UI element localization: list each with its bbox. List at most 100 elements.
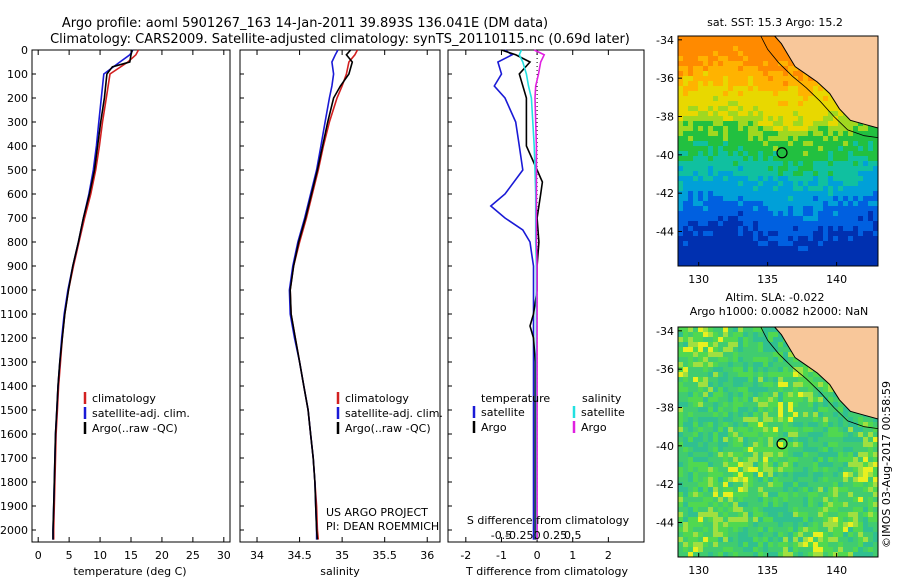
map-cell bbox=[728, 76, 733, 81]
map-cell bbox=[763, 241, 768, 246]
map-cell bbox=[698, 231, 703, 236]
map-cell bbox=[688, 206, 693, 211]
map-cell bbox=[738, 507, 743, 512]
map-cell bbox=[808, 502, 813, 507]
map-cell bbox=[678, 116, 683, 121]
map-cell bbox=[688, 191, 693, 196]
map-cell bbox=[743, 412, 748, 417]
map-cell bbox=[848, 216, 853, 221]
map-cell bbox=[783, 532, 788, 537]
map-cell bbox=[723, 517, 728, 522]
sst-map-frame bbox=[677, 35, 879, 267]
map-cell bbox=[803, 552, 808, 557]
map-cell bbox=[718, 462, 723, 467]
map-cell bbox=[788, 537, 793, 542]
map-cell bbox=[808, 161, 813, 166]
map-cell bbox=[718, 407, 723, 412]
map-cell bbox=[693, 487, 698, 492]
map-cell bbox=[698, 397, 703, 402]
map-cell bbox=[788, 402, 793, 407]
map-cell bbox=[748, 86, 753, 91]
map-cell bbox=[818, 126, 823, 131]
map-cell bbox=[843, 502, 848, 507]
map-cell bbox=[773, 502, 778, 507]
map-cell bbox=[788, 106, 793, 111]
map-cell bbox=[858, 547, 863, 552]
map-cell bbox=[728, 201, 733, 206]
map-cell bbox=[863, 552, 868, 557]
map-cell bbox=[843, 437, 848, 442]
map-cell bbox=[828, 136, 833, 141]
map-cell bbox=[843, 417, 848, 422]
map-cell bbox=[848, 522, 853, 527]
map-cell bbox=[753, 241, 758, 246]
map-cell bbox=[713, 327, 718, 332]
map-cell bbox=[788, 156, 793, 161]
map-cell bbox=[863, 141, 868, 146]
map-cell bbox=[783, 131, 788, 136]
map-cell bbox=[698, 492, 703, 497]
map-cell bbox=[713, 482, 718, 487]
map-cell bbox=[863, 166, 868, 171]
series-line-argo-raw-qc- bbox=[289, 49, 354, 540]
map-cell bbox=[683, 91, 688, 96]
map-cell bbox=[768, 377, 773, 382]
map-cell bbox=[838, 181, 843, 186]
map-cell bbox=[813, 387, 818, 392]
map-cell bbox=[688, 81, 693, 86]
x-tick-label: 34 bbox=[250, 549, 264, 562]
map-cell bbox=[703, 397, 708, 402]
map-cell bbox=[678, 417, 683, 422]
map-cell bbox=[723, 462, 728, 467]
map-cell bbox=[703, 176, 708, 181]
map-cell bbox=[733, 121, 738, 126]
map-cell bbox=[843, 537, 848, 542]
map-cell bbox=[818, 412, 823, 417]
map-cell bbox=[713, 527, 718, 532]
map-cell bbox=[743, 61, 748, 66]
map-cell bbox=[828, 256, 833, 261]
map-cell bbox=[708, 46, 713, 51]
map-cell bbox=[743, 457, 748, 462]
map-cell bbox=[688, 522, 693, 527]
map-cell bbox=[758, 106, 763, 111]
map-cell bbox=[713, 442, 718, 447]
map-cell bbox=[838, 532, 843, 537]
map-cell bbox=[703, 261, 708, 266]
map-cell bbox=[693, 231, 698, 236]
map-cell bbox=[788, 542, 793, 547]
map-cell bbox=[758, 442, 763, 447]
map-cell bbox=[833, 166, 838, 171]
map-cell bbox=[758, 146, 763, 151]
map-cell bbox=[678, 477, 683, 482]
map-cell bbox=[803, 477, 808, 482]
map-cell bbox=[838, 507, 843, 512]
map-cell bbox=[688, 126, 693, 131]
map-cell bbox=[803, 442, 808, 447]
map-cell bbox=[718, 161, 723, 166]
map-cell bbox=[833, 552, 838, 557]
map-cell bbox=[713, 61, 718, 66]
map-cell bbox=[688, 96, 693, 101]
map-cell bbox=[713, 447, 718, 452]
map-cell bbox=[728, 191, 733, 196]
map-cell bbox=[873, 191, 878, 196]
map-cell bbox=[743, 256, 748, 261]
map-cell bbox=[838, 111, 843, 116]
map-cell bbox=[698, 417, 703, 422]
map-cell bbox=[793, 497, 798, 502]
map-cell bbox=[833, 181, 838, 186]
map-cell bbox=[773, 196, 778, 201]
map-cell bbox=[688, 56, 693, 61]
map-cell bbox=[783, 221, 788, 226]
map-cell bbox=[698, 166, 703, 171]
map-cell bbox=[843, 261, 848, 266]
map-cell bbox=[853, 221, 858, 226]
map-cell bbox=[693, 36, 698, 41]
map-cell bbox=[723, 166, 728, 171]
map-cell bbox=[868, 236, 873, 241]
map-cell bbox=[758, 96, 763, 101]
map-cell bbox=[758, 56, 763, 61]
map-cell bbox=[748, 221, 753, 226]
map-cell bbox=[768, 327, 773, 332]
